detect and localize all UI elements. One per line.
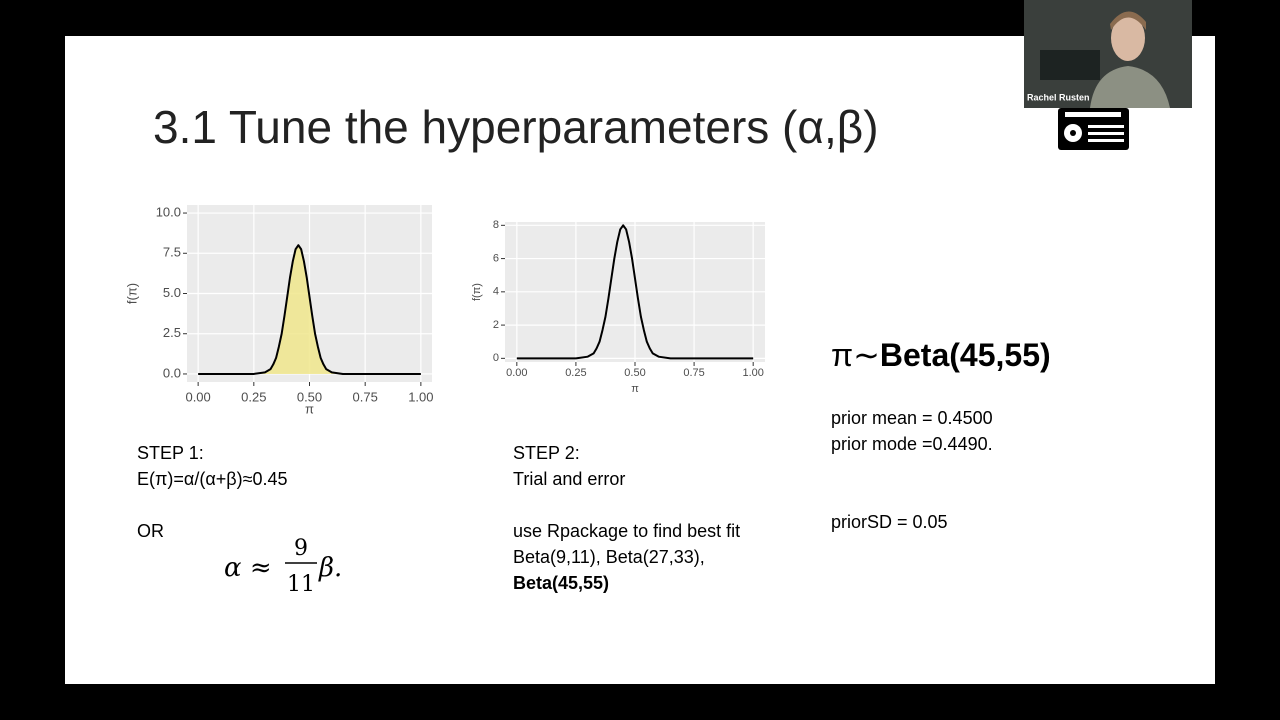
formula-denominator: 11 (287, 572, 315, 597)
step2-line: Trial and error (513, 469, 625, 489)
step2-heading: STEP 2: (513, 443, 580, 463)
y-tick-label: 10.0 (156, 204, 181, 219)
result-distribution: Beta(45,55) (880, 337, 1051, 373)
radio-icon (1058, 108, 1129, 150)
plot: 0.0 2.5 5.0 7.5 10.0 0.00 0.25 0.50 0.75 1.00 π f(π… (124, 204, 433, 416)
plot: 0 2 4 6 8 0.00 0.25 0.50 0.75 1.00 π f(π) (471, 219, 765, 395)
webcam-background (1040, 50, 1100, 80)
webcam-body (1090, 66, 1170, 108)
result-prefix: π∼ (831, 337, 880, 373)
y-tick-label: 6 (493, 252, 499, 264)
y-tick-label: 8 (493, 219, 499, 231)
x-axis-label: π (631, 383, 639, 395)
step1-equation: E(π)=α/(α+β)≈0.45 (137, 469, 288, 489)
step2-line: Beta(45,55) (513, 573, 609, 593)
density-area (198, 245, 421, 374)
icon-line (1088, 125, 1124, 128)
result-formula: π∼Beta(45,55) (831, 337, 1051, 373)
x-tick-label: 0.50 (624, 367, 645, 379)
step1-heading: STEP 1: (137, 443, 204, 463)
x-axis-label: π (305, 401, 314, 416)
x-tick-label: 0.25 (241, 389, 266, 404)
y-axis-label: f(π) (124, 283, 139, 304)
x-tick-label: 0.00 (506, 367, 527, 379)
icon-bar (1065, 112, 1121, 117)
x-tick-label: 0.25 (565, 367, 586, 379)
webcam-face (1111, 15, 1145, 61)
icon-line (1088, 139, 1124, 142)
x-tick-label: 0.75 (353, 389, 378, 404)
y-tick-label: 7.5 (163, 245, 181, 260)
icon-speaker-center (1070, 130, 1076, 136)
step2-line: use Rpackage to find best fit (513, 521, 740, 541)
x-tick-label: 0.50 (297, 389, 322, 404)
y-tick-label: 2 (493, 319, 499, 331)
y-tick-label: 5.0 (163, 285, 181, 300)
step1-or: OR (137, 521, 164, 541)
step2-line: Beta(9,11), Beta(27,33), (513, 547, 705, 567)
prior-mode: prior mode =0.4490. (831, 434, 993, 454)
formula-rhs: β. (318, 553, 342, 583)
y-tick-label: 4 (493, 286, 499, 298)
x-tick-label: 1.00 (742, 367, 763, 379)
webcam-name: Rachel Rusten (1027, 92, 1090, 102)
webcam-hair (1110, 11, 1146, 31)
icon-line (1088, 132, 1124, 135)
x-tick-label: 0.75 (683, 367, 704, 379)
prior-mean: prior mean = 0.4500 (831, 408, 993, 428)
y-axis-label: f(π) (471, 283, 483, 301)
y-tick-label: 0 (493, 352, 499, 364)
formula-lhs: α ≈ (224, 553, 272, 583)
prior-sd: priorSD = 0.05 (831, 512, 948, 532)
x-tick-label: 1.00 (408, 389, 433, 404)
density-curve (198, 244, 421, 375)
slide-title: 3.1 Tune the hyperparameters (α,β) (153, 101, 879, 153)
y-tick-label: 0.0 (163, 365, 181, 380)
density-curve (516, 224, 754, 360)
formula-numerator: 9 (294, 536, 308, 561)
webcam: Rachel Rusten (1024, 0, 1192, 108)
formula: α ≈ 9 11 β. (224, 536, 342, 597)
y-tick-label: 2.5 (163, 325, 181, 340)
x-tick-label: 0.00 (185, 389, 210, 404)
